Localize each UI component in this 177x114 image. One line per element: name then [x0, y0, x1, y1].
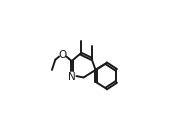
Text: O: O — [59, 49, 67, 59]
Circle shape — [59, 51, 66, 57]
Text: N: N — [68, 71, 76, 81]
Circle shape — [68, 73, 75, 79]
